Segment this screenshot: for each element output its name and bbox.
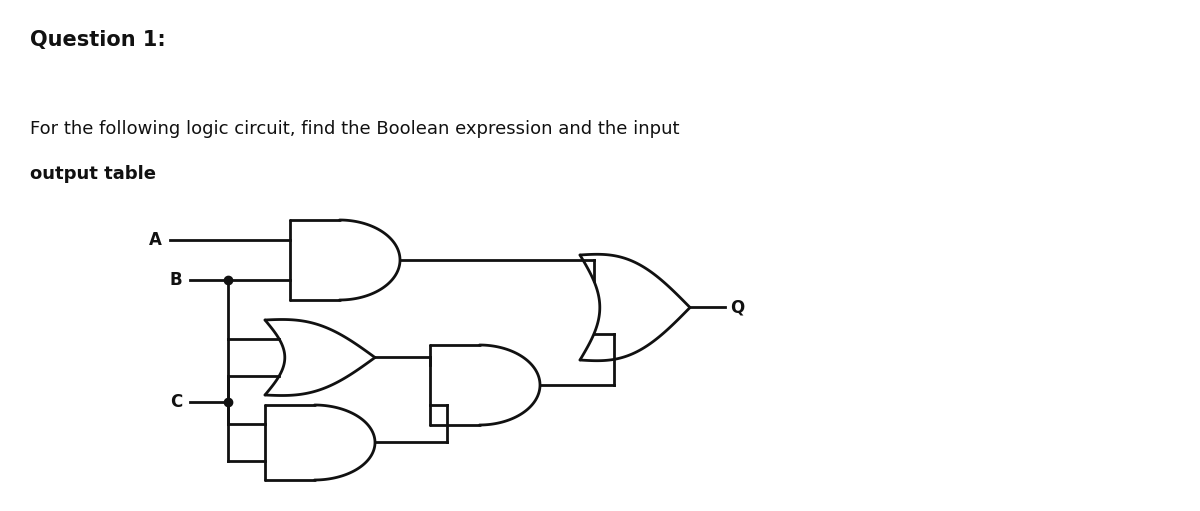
- Text: Q: Q: [730, 298, 744, 316]
- Text: C: C: [169, 393, 182, 411]
- Text: output table: output table: [30, 165, 156, 183]
- Text: B: B: [169, 271, 182, 289]
- Text: For the following logic circuit, find the Boolean expression and the input: For the following logic circuit, find th…: [30, 120, 679, 138]
- Text: A: A: [149, 231, 162, 249]
- Text: Question 1:: Question 1:: [30, 30, 166, 50]
